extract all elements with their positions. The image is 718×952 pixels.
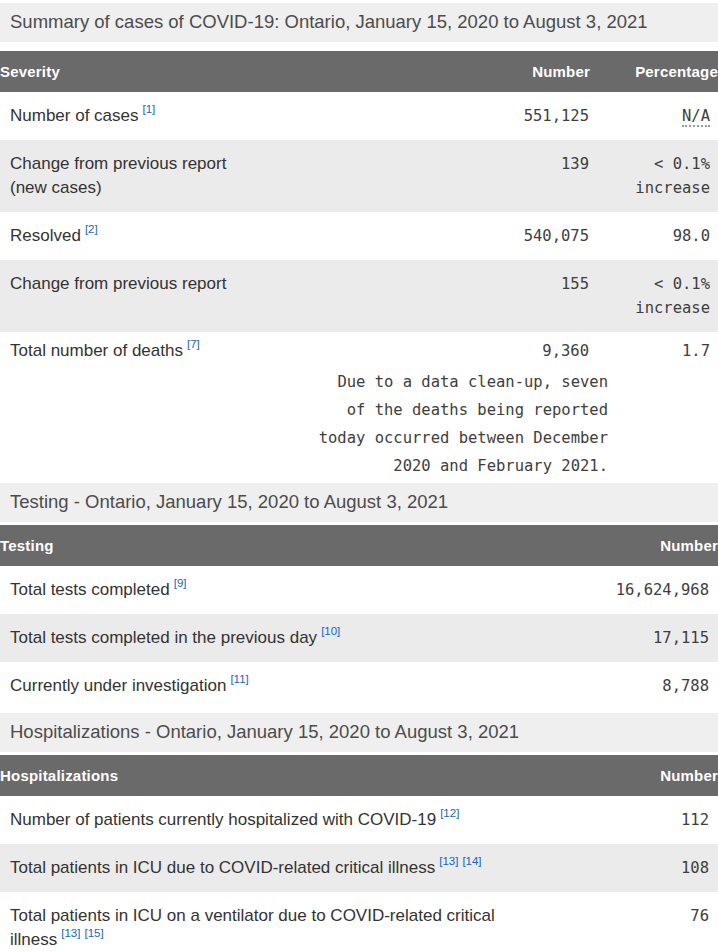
table-row-resolved: Resolved [2] 540,075 98.0 — [0, 212, 718, 260]
row-label-cell: Change from previous report — [0, 260, 250, 332]
resolved-number-value: 540,075 — [250, 212, 590, 260]
hospitalizations-section-heading: Hospitalizations - Ontario, January 15, … — [0, 713, 718, 752]
deaths-note-line: today occurred between December — [0, 424, 608, 452]
row-label-cell: Total tests completed in the previous da… — [0, 614, 580, 662]
footnote-ref-link[interactable]: [10] — [321, 625, 340, 637]
row-label-cell: Total number of deaths [7] — [0, 332, 250, 363]
resolved-percentage-value: 98.0 — [590, 212, 718, 260]
testing-section-heading: Testing - Ontario, January 15, 2020 to A… — [0, 483, 718, 522]
table-row-icu-ventilator: Total patients in ICU on a ventilator du… — [0, 892, 718, 952]
row-label: Currently under investigation — [10, 676, 226, 695]
table-row-deaths-note: Due to a data clean-up, seven of the dea… — [0, 363, 718, 480]
footnote-ref-link[interactable]: [9] — [174, 577, 187, 589]
icu-number-value: 108 — [580, 844, 718, 892]
column-header-severity: Severity — [0, 51, 250, 92]
testing-table-header-row: Testing Number — [0, 525, 718, 566]
footnote-ref-link[interactable]: [7] — [187, 338, 200, 350]
row-label-cell: Change from previous report (new cases) — [0, 140, 250, 212]
deaths-note-line: Due to a data clean-up, seven — [0, 368, 608, 396]
summary-section-heading: Summary of cases of COVID-19: Ontario, J… — [0, 3, 718, 42]
column-header-number: Number — [580, 755, 718, 796]
footnote-ref-link[interactable]: [14] — [462, 855, 481, 867]
change-resolved-percentage-cell: < 0.1% increase — [590, 260, 718, 332]
column-header-number: Number — [250, 51, 590, 92]
row-label: Total patients in ICU due to COVID-relat… — [10, 858, 435, 877]
deaths-percentage-value: 1.7 — [590, 332, 718, 363]
table-row-change-new-cases: Change from previous report (new cases) … — [0, 140, 718, 212]
row-label-cell: Total patients in ICU due to COVID-relat… — [0, 844, 580, 892]
row-label: Total tests completed — [10, 580, 170, 599]
row-label-cell: Total patients in ICU on a ventilator du… — [0, 892, 580, 952]
row-label-cell: Total tests completed [9] — [0, 566, 580, 614]
deaths-note-line: of the deaths being reported — [0, 396, 608, 424]
total-tests-number-value: 16,624,968 — [580, 566, 718, 614]
table-row-currently-hospitalized: Number of patients currently hospitalize… — [0, 796, 718, 844]
table-row-tests-previous-day: Total tests completed in the previous da… — [0, 614, 718, 662]
deaths-note-line: 2020 and February 2021. — [0, 452, 608, 480]
testing-table: Testing Number Total tests completed [9] … — [0, 525, 718, 710]
table-row-change-resolved: Change from previous report 155 < 0.1% i… — [0, 260, 718, 332]
row-label: Number of patients currently hospitalize… — [10, 810, 436, 829]
row-label: Total number of deaths — [10, 341, 183, 360]
footnote-ref-link[interactable]: [13] — [61, 927, 80, 939]
cases-percentage-cell: N/A — [590, 92, 718, 140]
column-header-testing: Testing — [0, 525, 580, 566]
deaths-data-cleanup-note: Due to a data clean-up, seven of the dea… — [0, 368, 718, 480]
row-label: Change from previous report — [10, 274, 226, 293]
hospitalizations-table: Hospitalizations Number Number of patien… — [0, 755, 718, 952]
previous-day-number-value: 17,115 — [580, 614, 718, 662]
footnote-ref-link[interactable]: [1] — [143, 103, 156, 115]
table-row-total-deaths: Total number of deaths [7] 9,360 1.7 — [0, 332, 718, 363]
row-label-cell: Number of cases [1] — [0, 92, 250, 140]
footnote-ref-link[interactable]: [15] — [84, 927, 103, 939]
row-label: Number of cases — [10, 106, 139, 125]
row-label-cell: Number of patients currently hospitalize… — [0, 796, 580, 844]
row-label-cell: Resolved [2] — [0, 212, 250, 260]
row-label-cell: Currently under investigation [11] — [0, 662, 580, 710]
na-abbreviation: N/A — [682, 107, 710, 127]
row-label: Change from previous report (new cases) — [10, 154, 226, 197]
cases-number-value: 551,125 — [250, 92, 590, 140]
percentage-line: < 0.1% — [591, 152, 710, 176]
column-header-number: Number — [580, 525, 718, 566]
summary-table-header-row: Severity Number Percentage — [0, 51, 718, 92]
footnote-ref-link[interactable]: [11] — [230, 673, 248, 685]
percentage-line: increase — [591, 296, 710, 320]
column-header-hospitalizations: Hospitalizations — [0, 755, 580, 796]
table-row-under-investigation: Currently under investigation [11] 8,788 — [0, 662, 718, 710]
deaths-number-value: 9,360 — [250, 332, 590, 363]
row-label: Total patients in ICU on a ventilator du… — [10, 906, 495, 949]
change-resolved-number-value: 155 — [250, 260, 590, 332]
footnote-ref-link[interactable]: [13] — [439, 855, 458, 867]
percentage-line: < 0.1% — [591, 272, 710, 296]
table-row-number-of-cases: Number of cases [1] 551,125 N/A — [0, 92, 718, 140]
change-cases-number-value: 139 — [250, 140, 590, 212]
percentage-line: increase — [591, 176, 710, 200]
table-row-total-tests: Total tests completed [9] 16,624,968 — [0, 566, 718, 614]
row-label: Total tests completed in the previous da… — [10, 628, 317, 647]
table-row-icu: Total patients in ICU due to COVID-relat… — [0, 844, 718, 892]
change-cases-percentage-cell: < 0.1% increase — [590, 140, 718, 212]
footnote-ref-link[interactable]: [12] — [440, 807, 459, 819]
summary-cases-table: Severity Number Percentage Number of cas… — [0, 51, 718, 480]
deaths-note-cell: Due to a data clean-up, seven of the dea… — [0, 363, 718, 480]
ventilator-number-value: 76 — [580, 892, 718, 952]
footnote-ref-link[interactable]: [2] — [85, 223, 98, 235]
hospitalized-number-value: 112 — [580, 796, 718, 844]
row-label: Resolved — [10, 226, 81, 245]
under-investigation-number-value: 8,788 — [580, 662, 718, 710]
column-header-percentage: Percentage — [590, 51, 718, 92]
hospitalizations-table-header-row: Hospitalizations Number — [0, 755, 718, 796]
